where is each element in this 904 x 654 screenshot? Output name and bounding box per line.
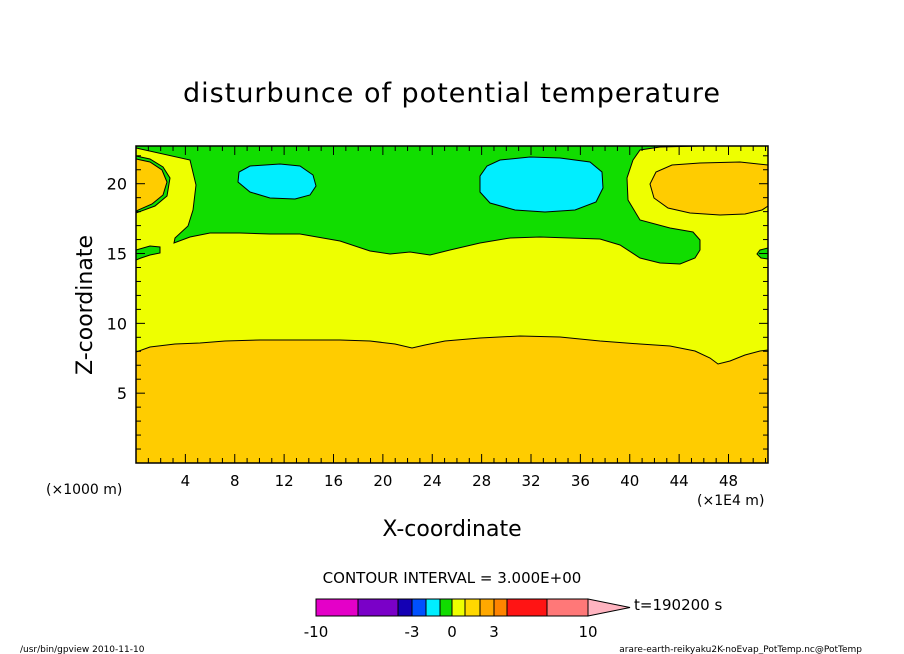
x-tick-label: 32 [521,472,540,490]
y-axis: 5 10 15 20 [107,155,768,450]
plot-frame [135,145,769,464]
colorbar-swatch [546,598,589,617]
colorbar-swatch [479,598,495,617]
colorbar-arrow [587,598,631,617]
time-label: t=190200 s [634,596,722,614]
x-tick-label: 12 [275,472,294,490]
x-tick-label: 4 [181,472,191,490]
colorbar-swatch [464,598,481,617]
plot-border [135,145,769,464]
chart-title: disturbunce of potential temperature [183,78,721,109]
y-tick-label: 15 [107,245,127,264]
x-unit-note: (×1E4 m) [697,493,764,509]
colorbar-swatch [425,598,441,617]
colorbar-label: 3 [489,623,499,641]
y-tick-label: 20 [107,175,127,194]
colorbar-swatch [506,598,548,617]
x-tick-label: 48 [719,472,738,490]
x-axis-label: X-coordinate [382,517,521,542]
x-tick-label: 40 [620,472,639,490]
x-tick-label: 20 [373,472,392,490]
region-orange-warm-left [136,158,168,212]
x-tick-label: 24 [423,472,442,490]
plot-area [136,146,768,463]
colorbar-swatch [397,598,413,617]
region-cyan-cell-left [237,163,317,200]
colorbar-swatch [451,598,466,617]
x-tick-label: 16 [324,472,343,490]
colorbar-label: -3 [405,623,420,641]
colorbar-swatch [439,598,453,617]
colorbar-swatch [315,598,359,617]
colorbar-label: -10 [304,623,329,641]
x-tick-label: 44 [670,472,689,490]
region-green-edge-left [136,245,161,261]
region-orange-warm-right [649,161,768,216]
colorbar-swatch [411,598,427,617]
contour-interval-label: CONTOUR INTERVAL = 3.000E+00 [323,569,582,587]
colorbar-label: 10 [578,623,597,641]
colorbar [315,598,631,617]
y-tick-label: 5 [117,384,127,403]
y-tick-label: 10 [107,314,127,333]
x-tick-label: 8 [230,472,240,490]
region-cyan-cell-right [479,156,604,213]
y-axis-label: Z-coordinate [73,235,98,375]
colorbar-label: 0 [447,623,457,641]
footer-right: arare-earth-reikyaku2K-noEvap_PotTemp.nc… [619,645,862,654]
x-tick-label: 36 [571,472,590,490]
x-tick-label: 28 [472,472,491,490]
footer-left: /usr/bin/gpview 2010-11-10 [20,645,145,654]
colorbar-labels: -10 -3 0 3 10 [304,623,598,641]
x-axis: 4 8 12 16 20 24 28 32 36 40 44 48 [147,146,767,490]
colorbar-swatch [357,598,399,617]
colorbar-swatch [493,598,508,617]
y-unit-note: (×1000 m) [46,482,122,498]
